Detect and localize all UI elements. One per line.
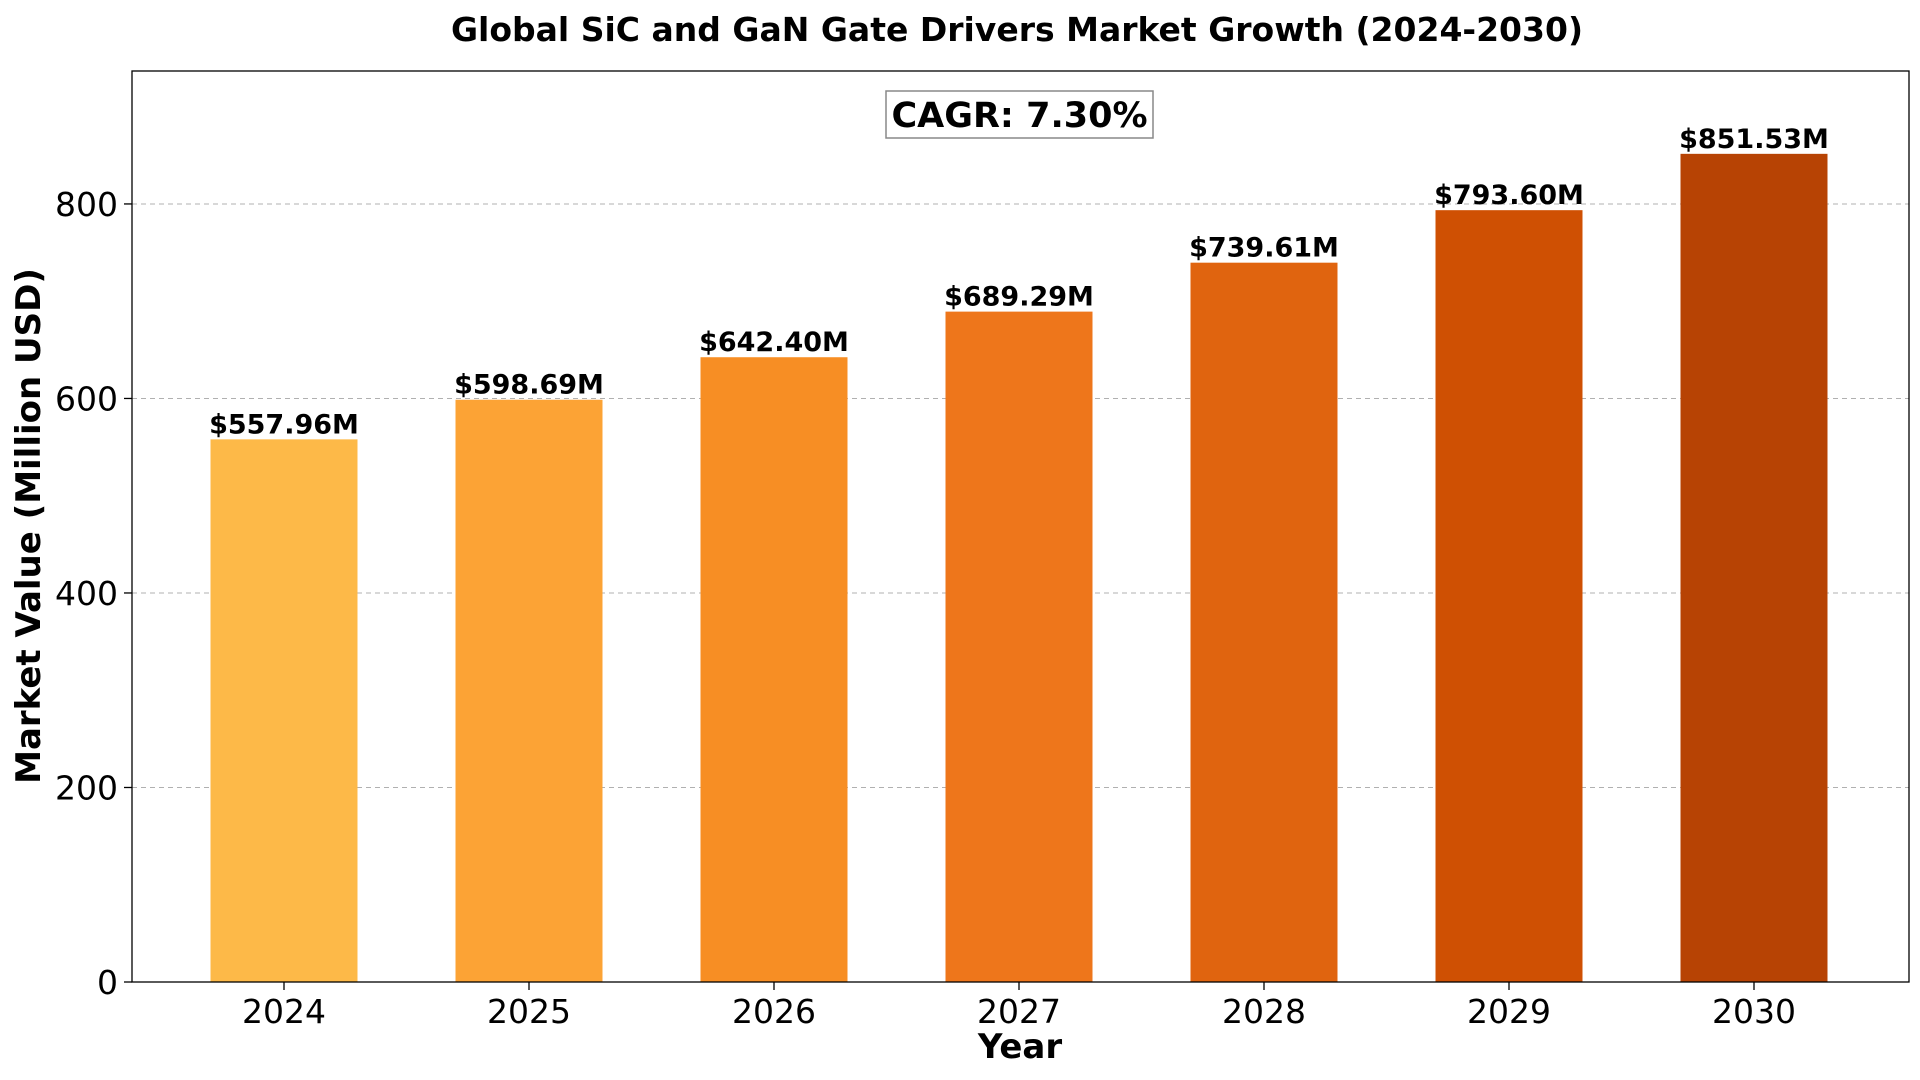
- cagr-annotation: CAGR: 7.30%: [885, 90, 1154, 139]
- y-tick-label: 400: [55, 574, 118, 613]
- x-tick-label: 2024: [242, 992, 326, 1031]
- x-axis-label: Year: [977, 1027, 1063, 1067]
- data-label: $557.96M: [209, 409, 359, 440]
- data-label: $793.60M: [1434, 180, 1584, 211]
- y-axis: 0 200 400 600 800: [55, 185, 132, 1002]
- bar-2030: [1680, 153, 1828, 983]
- x-tick-label: 2029: [1467, 992, 1551, 1031]
- x-tick-label: 2025: [487, 992, 571, 1031]
- bar-2027: [945, 311, 1093, 982]
- x-tick-label: 2030: [1712, 992, 1796, 1031]
- y-axis-label: Market Value (Million USD): [9, 268, 49, 784]
- bar-2024: [210, 439, 358, 982]
- data-label: $851.53M: [1679, 124, 1829, 155]
- x-tick-label: 2027: [977, 992, 1061, 1031]
- y-tick-label: 600: [55, 379, 118, 418]
- x-tick-label: 2028: [1222, 992, 1306, 1031]
- x-axis: 2024 2025 2026 2027 2028 2029 2030: [242, 982, 1796, 1031]
- data-labels: $557.96M $598.69M $642.40M $689.29M $739.61M…: [209, 124, 1829, 441]
- bar-2026: [700, 357, 848, 983]
- bars: [210, 153, 1828, 983]
- bar-2028: [1190, 262, 1338, 982]
- y-tick-label: 200: [55, 768, 118, 807]
- data-label: $689.29M: [944, 282, 1094, 313]
- plot-frame: [131, 70, 1910, 983]
- x-tick-label: 2026: [732, 992, 816, 1031]
- data-label: $739.61M: [1189, 233, 1339, 264]
- gridlines: [132, 203, 1909, 788]
- bar-2025: [455, 399, 603, 983]
- cagr-annotation-text: CAGR: 7.30%: [891, 96, 1147, 136]
- cagr-annotation-box: [885, 90, 1154, 139]
- bar-2029: [1435, 210, 1583, 982]
- y-tick-label: 800: [55, 185, 118, 224]
- data-label: $598.69M: [454, 370, 604, 401]
- chart-title: Global SiC and GaN Gate Drivers Market G…: [451, 10, 1583, 49]
- data-label: $642.40M: [699, 327, 849, 358]
- y-tick-label: 0: [97, 963, 118, 1002]
